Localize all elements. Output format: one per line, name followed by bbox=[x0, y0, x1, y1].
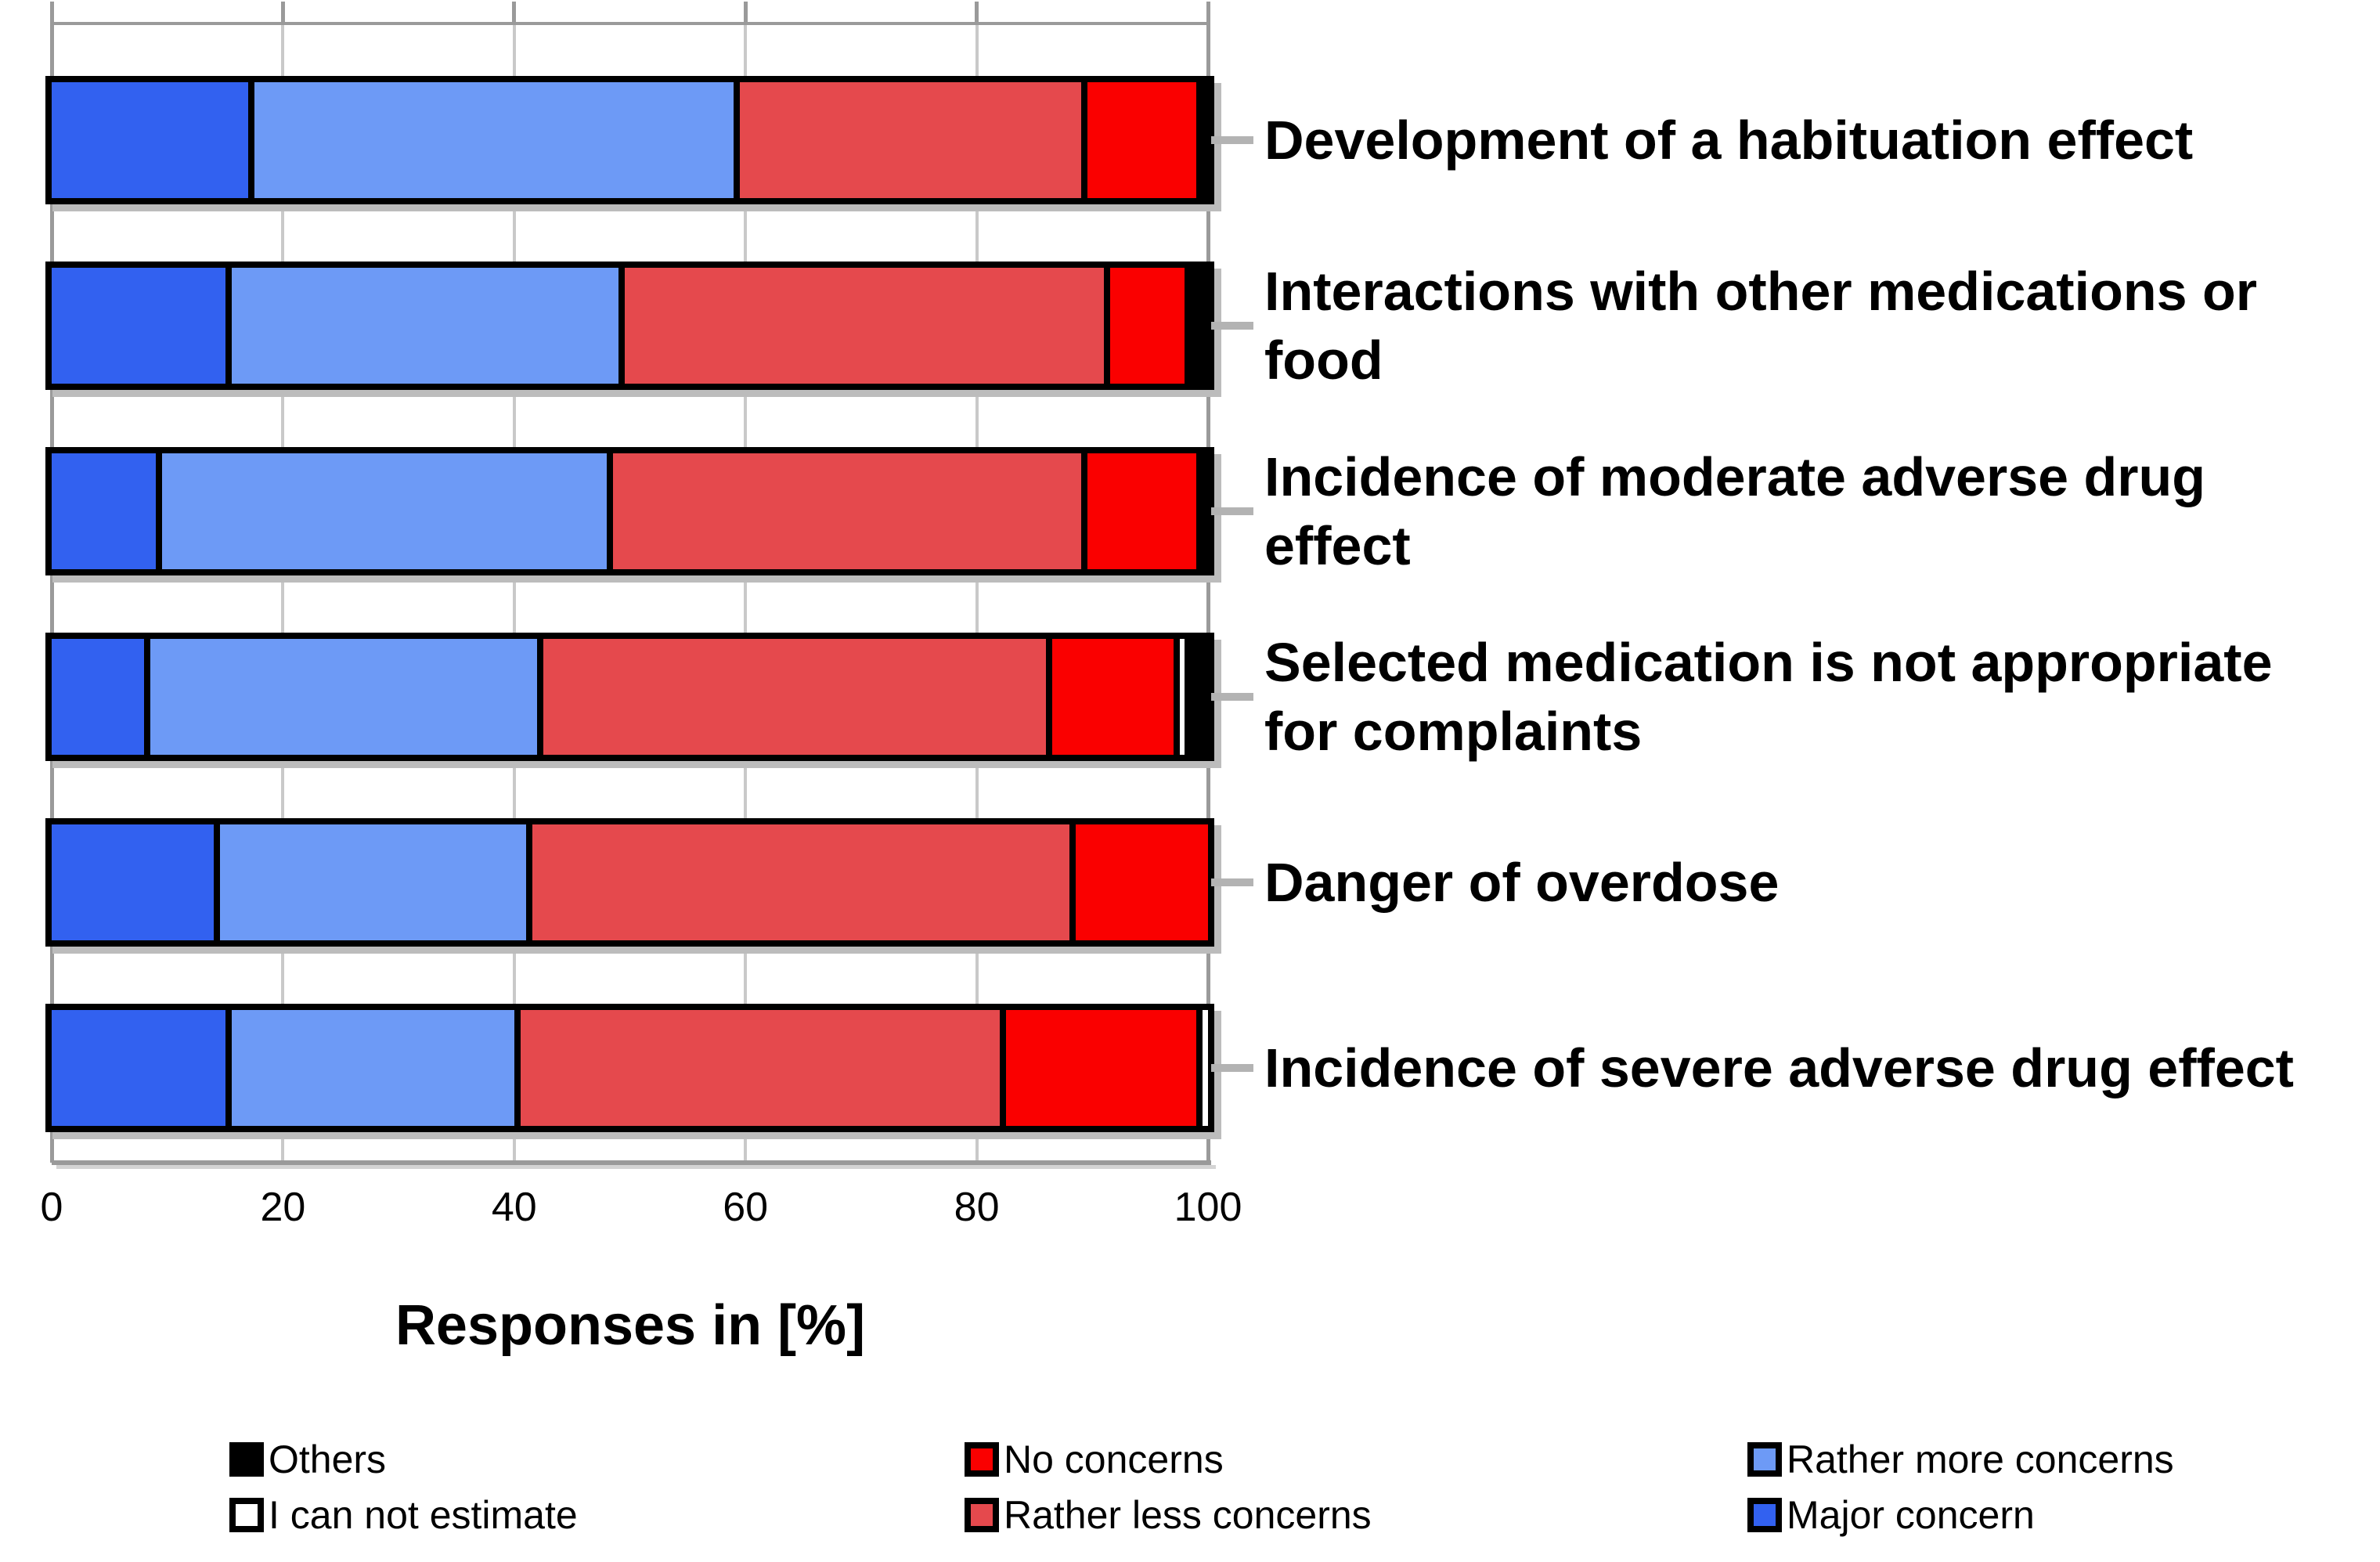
bar-segment-rather-more-concerns bbox=[144, 639, 538, 755]
category-label: Selected medication is not appropriate f… bbox=[1264, 631, 2273, 762]
top-tick bbox=[49, 2, 54, 23]
bar-segment-rather-more-concerns bbox=[225, 1010, 514, 1126]
category-label: Incidence of moderate adverse drug effec… bbox=[1264, 446, 2206, 576]
legend-item: Others bbox=[229, 1437, 578, 1482]
x-axis-title: Responses in [%] bbox=[395, 1294, 866, 1357]
category-tick bbox=[1211, 693, 1253, 701]
top-tick bbox=[280, 2, 285, 23]
bar-segment-i-can-not-estimate bbox=[1196, 1010, 1208, 1126]
bar-segment-rather-more-concerns bbox=[213, 824, 526, 940]
category-tick bbox=[1211, 878, 1253, 886]
gridline bbox=[744, 23, 748, 1163]
legend-label: Others bbox=[269, 1438, 387, 1481]
bar-segment-rather-less-concerns bbox=[514, 1010, 1001, 1126]
x-axis-line bbox=[52, 1160, 1211, 1165]
legend-item: Rather less concerns bbox=[965, 1492, 1372, 1538]
bar-segment-major-concern bbox=[52, 82, 249, 198]
bar-segment-no-concerns bbox=[1069, 824, 1208, 940]
bar-segment-others bbox=[1185, 268, 1208, 384]
legend-item: No concerns bbox=[965, 1437, 1372, 1482]
legend-label: No concerns bbox=[1004, 1438, 1224, 1481]
bar-segment-no-concerns bbox=[1080, 82, 1197, 198]
bar-row bbox=[45, 1004, 1214, 1132]
bar-row bbox=[45, 633, 1214, 761]
bar-row bbox=[45, 76, 1214, 204]
bar-segment-rather-less-concerns bbox=[734, 82, 1081, 198]
legend-swatch-i-can-not-estimate bbox=[229, 1498, 264, 1532]
bar-segment-no-concerns bbox=[1046, 639, 1174, 755]
category-label: Incidence of severe adverse drug effect bbox=[1264, 1037, 2294, 1098]
x-axis-tick-label: 100 bbox=[1174, 1185, 1242, 1230]
x-axis-tick-label: 80 bbox=[954, 1185, 1000, 1230]
bar-segment-others bbox=[1185, 639, 1208, 755]
bar-segment-major-concern bbox=[52, 1010, 225, 1126]
bar-segment-major-concern bbox=[52, 824, 214, 940]
plot-frame-left bbox=[50, 23, 54, 1163]
bar-segment-rather-more-concerns bbox=[225, 268, 618, 384]
bar-row bbox=[45, 818, 1214, 947]
plot-frame-top bbox=[52, 22, 1208, 25]
legend-item: Rather more concerns bbox=[1747, 1437, 2174, 1482]
category-tick bbox=[1211, 1064, 1253, 1072]
bar-segment-major-concern bbox=[52, 268, 225, 384]
legend-swatch-no-concerns bbox=[965, 1442, 999, 1477]
category-tick bbox=[1211, 507, 1253, 515]
bar-segment-rather-more-concerns bbox=[248, 82, 734, 198]
legend-swatch-rather-less-concerns bbox=[965, 1498, 999, 1532]
legend-label: Rather more concerns bbox=[1787, 1438, 2174, 1481]
category-label: Interactions with other medications or f… bbox=[1264, 260, 2257, 391]
bar-segment-major-concern bbox=[52, 453, 156, 569]
gridline bbox=[281, 23, 285, 1163]
gridline bbox=[512, 23, 516, 1163]
legend-column: Others I can not estimate bbox=[229, 1437, 578, 1538]
top-tick bbox=[512, 2, 517, 23]
legend-column: Rather more concerns Major concern bbox=[1747, 1437, 2174, 1538]
bar-segment-i-can-not-estimate bbox=[1173, 639, 1185, 755]
legend-label: Major concern bbox=[1787, 1493, 2035, 1537]
category-label: Danger of overdose bbox=[1264, 851, 1780, 913]
bar-segment-no-concerns bbox=[1080, 453, 1197, 569]
legend-label: Rather less concerns bbox=[1004, 1493, 1372, 1537]
top-tick bbox=[743, 2, 748, 23]
legend-label: I can not estimate bbox=[269, 1493, 578, 1537]
plot-frame-right bbox=[1206, 23, 1210, 1163]
x-axis-tick-label: 0 bbox=[40, 1185, 63, 1230]
bar-segment-rather-less-concerns bbox=[525, 824, 1069, 940]
bar-segment-no-concerns bbox=[1104, 268, 1185, 384]
legend-item: Major concern bbox=[1747, 1492, 2174, 1538]
legend-column: No concerns Rather less concerns bbox=[965, 1437, 1372, 1538]
category-tick bbox=[1211, 322, 1253, 330]
bar-segment-others bbox=[1196, 82, 1208, 198]
bar-row bbox=[45, 447, 1214, 575]
legend-swatch-others bbox=[229, 1442, 264, 1477]
category-tick bbox=[1211, 136, 1253, 144]
bar-segment-rather-more-concerns bbox=[155, 453, 607, 569]
bar-segment-major-concern bbox=[52, 639, 145, 755]
legend-swatch-rather-more-concerns bbox=[1747, 1442, 1782, 1477]
x-axis-line-shadow bbox=[56, 1165, 1216, 1169]
x-axis-tick-label: 60 bbox=[723, 1185, 769, 1230]
bar-segment-others bbox=[1196, 453, 1208, 569]
x-axis-tick-label: 40 bbox=[491, 1185, 537, 1230]
legend-swatch-major-concern bbox=[1747, 1498, 1782, 1532]
bar-segment-no-concerns bbox=[1000, 1010, 1197, 1126]
x-axis-tick-label: 20 bbox=[260, 1185, 306, 1230]
legend-item: I can not estimate bbox=[229, 1492, 578, 1538]
top-tick bbox=[975, 2, 979, 23]
category-label: Development of a habituation effect bbox=[1264, 109, 2194, 171]
bar-segment-rather-less-concerns bbox=[618, 268, 1105, 384]
top-tick bbox=[1206, 2, 1210, 23]
bar-segment-rather-less-concerns bbox=[606, 453, 1081, 569]
bar-row bbox=[45, 262, 1214, 390]
bar-segment-rather-less-concerns bbox=[537, 639, 1047, 755]
gridline bbox=[975, 23, 979, 1163]
